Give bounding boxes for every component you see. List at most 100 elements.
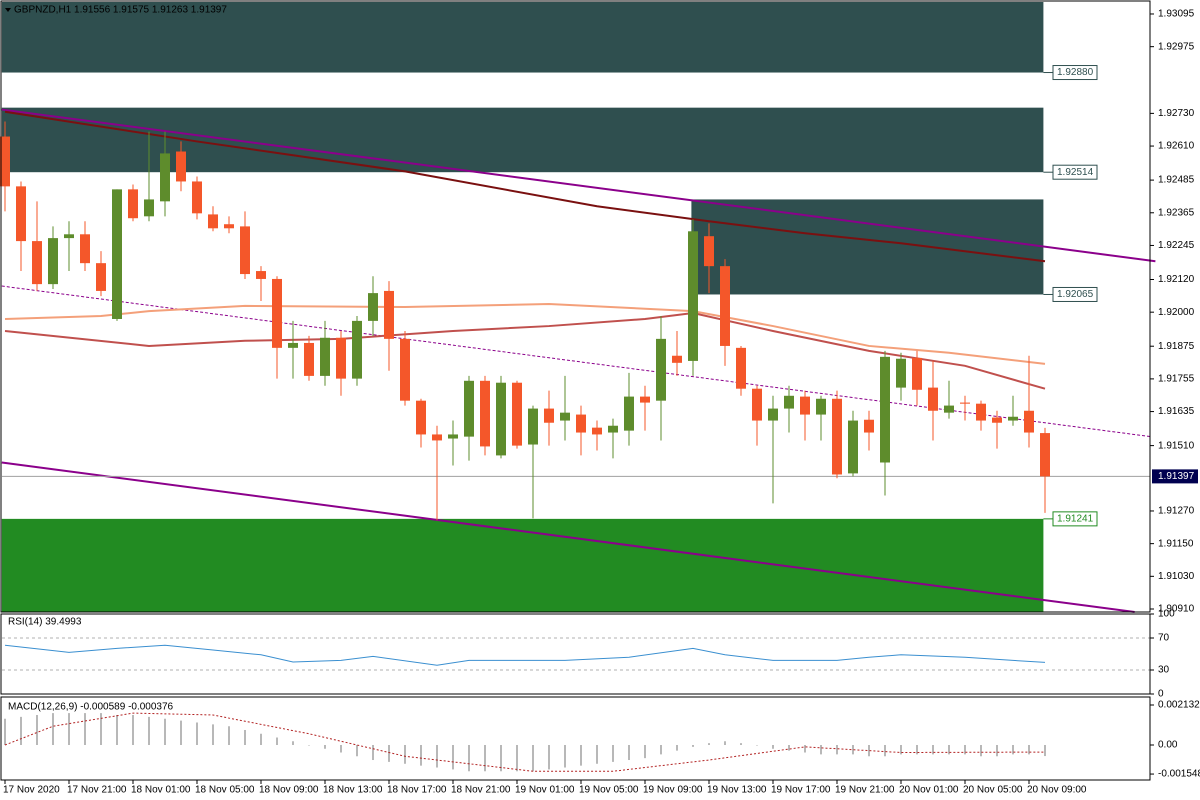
level-label: 1.92065 [1057,289,1094,300]
candle-body [0,136,10,187]
x-tick-label: 18 Nov 09:00 [259,785,319,796]
macd-bar [772,745,774,749]
candle-body [16,186,26,242]
candle-body [160,153,170,202]
candle-body [352,320,362,379]
macd-bar [52,713,54,746]
candle-body [288,342,298,348]
y-tick-label: -0.001548 [1158,769,1200,780]
macd-bar [660,745,662,755]
x-tick-label: 17 Nov 21:00 [67,785,127,796]
y-tick-label: 0.00 [1158,740,1178,751]
macd-bar [900,745,902,755]
macd-bar [452,745,454,770]
candle-body [576,414,586,433]
panel-title: RSI(14) 39.4993 [8,617,82,628]
macd-bar [84,713,86,746]
candle-body [896,358,906,388]
y-tick-label: 1.91755 [1158,374,1195,385]
candle-body [48,238,58,285]
macd-bar [164,718,166,746]
y-tick-label: 30 [1158,665,1170,676]
x-tick-label: 18 Nov 05:00 [195,785,255,796]
macd-bar [644,745,646,759]
candle-body [672,355,682,363]
y-tick-label: 1.92120 [1158,274,1195,285]
x-tick-label: 19 Nov 17:00 [771,785,831,796]
candle-body [336,337,346,379]
candle-body [224,224,234,229]
y-tick-label: 1.92975 [1158,41,1195,52]
macd-bar [628,745,630,761]
x-tick-label: 20 Nov 09:00 [1027,785,1087,796]
candle-body [176,151,186,182]
macd-bar [20,716,22,746]
x-tick-label: 18 Nov 01:00 [131,785,191,796]
macd-bar [372,745,374,761]
candle-body [320,337,330,376]
y-tick-label: 1.92485 [1158,175,1195,186]
candle-body [512,382,522,446]
candle-body [688,231,698,361]
candle-body [784,395,794,409]
macd-panel: 0.002132 0.00 -0.001548 MACD(12,26,9) -0.00… [4,700,1200,780]
macd-bar [740,743,742,746]
macd-bar [500,745,502,772]
macd-bar [1012,745,1014,755]
macd-bar [116,714,118,746]
macd-bar [468,745,470,772]
candle-body [768,408,778,421]
y-tick-label: 1.91875 [1158,341,1195,352]
macd-bar [788,745,790,751]
macd-bar [868,745,870,757]
indicator-line [1,461,1135,613]
macd-bar [420,745,422,766]
macd-bar [676,745,678,751]
macd-bar [948,745,950,755]
y-tick-label: 1.91150 [1158,538,1194,549]
y-tick-label: 100 [1158,609,1175,620]
candle-body [544,408,554,423]
macd-bar [916,745,918,755]
y-tick-label: 1.92730 [1158,108,1195,119]
panel-title: MACD(12,26,9) -0.000589 -0.000376 [8,702,174,713]
macd-bar [356,745,358,757]
candle-body [32,241,42,285]
zone [1,518,1044,612]
level-label: 1.92880 [1057,67,1094,78]
candle-body [80,234,90,264]
candle-body [528,408,538,445]
candle-body [112,189,122,319]
macd-bar [388,745,390,762]
zone [1,107,1044,173]
chart-title: GBPNZD,H1 1.91556 1.91575 1.91263 1.9139… [14,5,227,16]
macd-bar [260,733,262,746]
candle-body [304,342,314,376]
indicator-line [4,110,1046,263]
macd-bar [708,743,710,746]
candle-body [800,396,810,415]
y-tick-label: 0.002132 [1158,700,1200,711]
candle-body [432,434,442,441]
macd-bar [1044,745,1046,757]
menu-icon [5,8,11,12]
macd-bar [196,722,198,746]
rsi-panel: 100 70 30 0 RSI(14) 39.4993 [2,609,1175,700]
macd-bar [724,741,726,746]
y-tick-label: 1.90910 [1158,604,1195,615]
rsi-line [4,644,1046,666]
macd-bar [228,726,230,746]
indicator-line [1,108,1156,263]
macd-bar [340,745,342,753]
macd-bar [804,745,806,753]
macd-bar [100,713,102,746]
x-tick-label: 19 Nov 09:00 [643,785,703,796]
x-tick-label: 17 Nov 2020 [3,785,60,796]
x-tick-label: 19 Nov 21:00 [835,785,895,796]
candle-body [464,380,474,437]
panel-frame [0,613,1151,695]
candle-body [880,356,890,463]
candle-body [736,347,746,389]
